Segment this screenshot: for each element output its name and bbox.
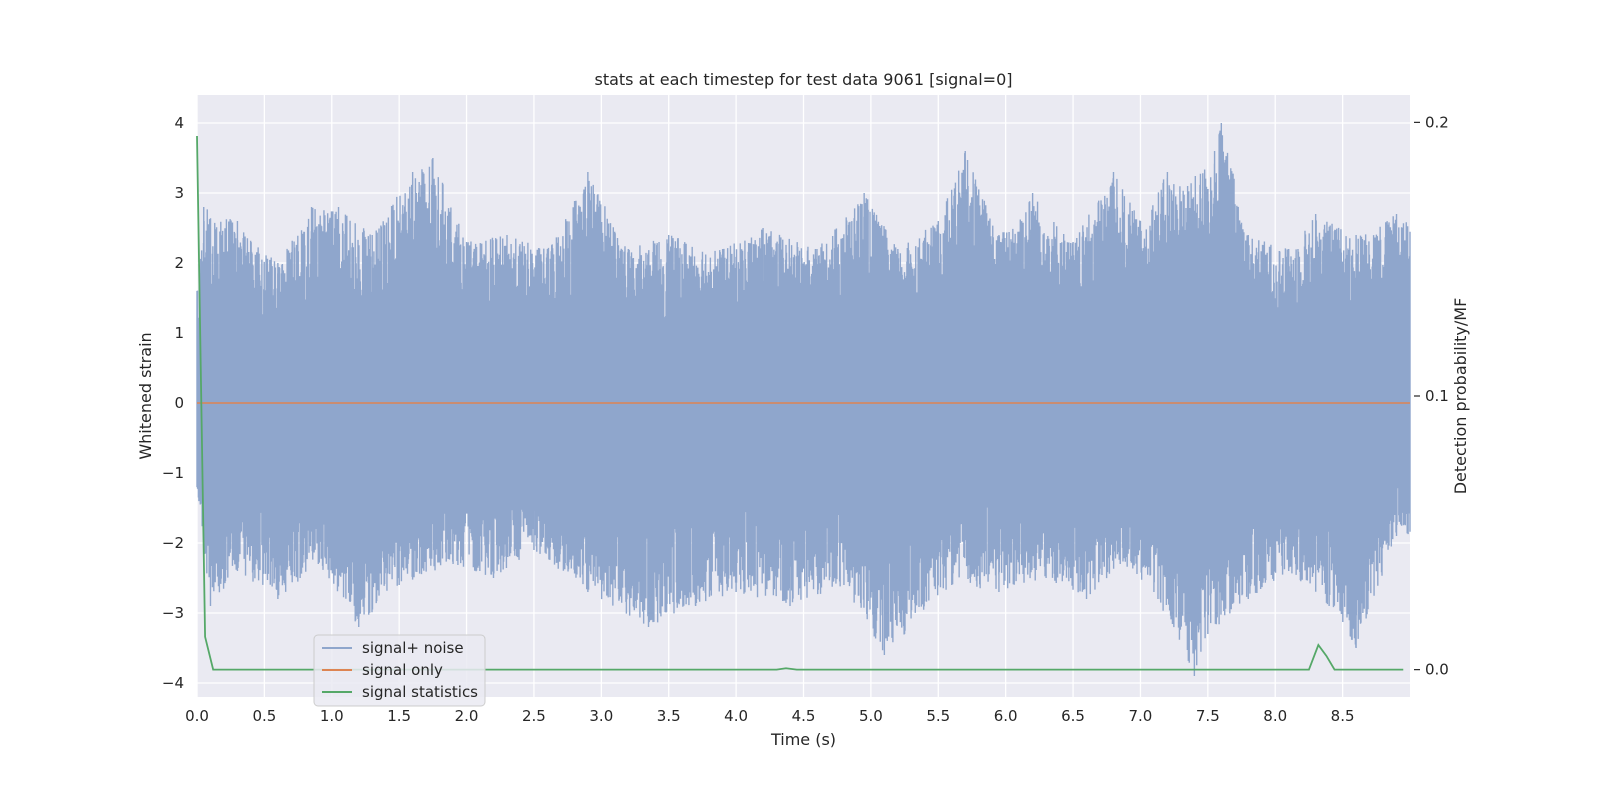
x-tick-label: 5.0 (859, 707, 883, 725)
x-tick-label: 6.0 (994, 707, 1018, 725)
x-tick-label: 0.5 (252, 707, 276, 725)
y-tick-label: −1 (162, 464, 184, 482)
legend-box (313, 634, 486, 707)
y-tick-label: 0 (174, 394, 184, 412)
y-tick-label: −2 (162, 534, 184, 552)
legend-label-signal-statistics: signal statistics (362, 683, 478, 701)
right-y-axis-label: Detection probability/MF (1451, 298, 1470, 495)
y-tick-label: 4 (174, 114, 184, 132)
x-tick-label: 2.0 (455, 707, 479, 725)
series-signal-noise (196, 123, 1411, 676)
legend-label-signal-only: signal only (362, 661, 443, 679)
y-tick-label: 2 (174, 254, 184, 272)
signal-noise-trace (196, 123, 1411, 676)
y-tick-label: 3 (174, 184, 184, 202)
right-y-tick-label: 0.2 (1425, 113, 1449, 131)
x-tick-label: 8.0 (1263, 707, 1287, 725)
x-tick-label: 3.5 (657, 707, 681, 725)
y-tick-label: −4 (162, 674, 184, 692)
x-tick-label: 5.5 (926, 707, 950, 725)
x-tick-label: 2.5 (522, 707, 546, 725)
x-tick-label: 8.5 (1331, 707, 1355, 725)
y-axis-label: Whitened strain (136, 332, 155, 459)
x-tick-label: 1.5 (387, 707, 411, 725)
y-tick-label: 1 (174, 324, 184, 342)
x-tick-label: 0.0 (185, 707, 209, 725)
x-tick-label: 7.0 (1129, 707, 1153, 725)
y-tick-label: −3 (162, 604, 184, 622)
right-y-tick-label: 0.0 (1425, 661, 1449, 679)
x-tick-label: 4.0 (724, 707, 748, 725)
chart-title: stats at each timestep for test data 906… (594, 70, 1012, 89)
signal-statistics-line (196, 136, 1404, 671)
right-y-tick-label: 0.1 (1425, 387, 1449, 405)
legend-label-signal-noise: signal+ noise (362, 639, 464, 657)
x-tick-label: 4.5 (792, 707, 816, 725)
legend: signal+ noise signal only signal statist… (313, 634, 486, 707)
x-axis-label: Time (s) (770, 730, 836, 749)
axes: 0.0 0.5 1.0 1.5 2.0 2.5 3.0 3.5 4.0 4.5 5.0 5.5 6.0 6… (162, 113, 1449, 725)
x-tick-label: 3.0 (589, 707, 613, 725)
x-tick-label: 6.5 (1061, 707, 1085, 725)
series-lines (196, 136, 1410, 671)
x-tick-label: 1.0 (320, 707, 344, 725)
x-tick-label: 7.5 (1196, 707, 1220, 725)
